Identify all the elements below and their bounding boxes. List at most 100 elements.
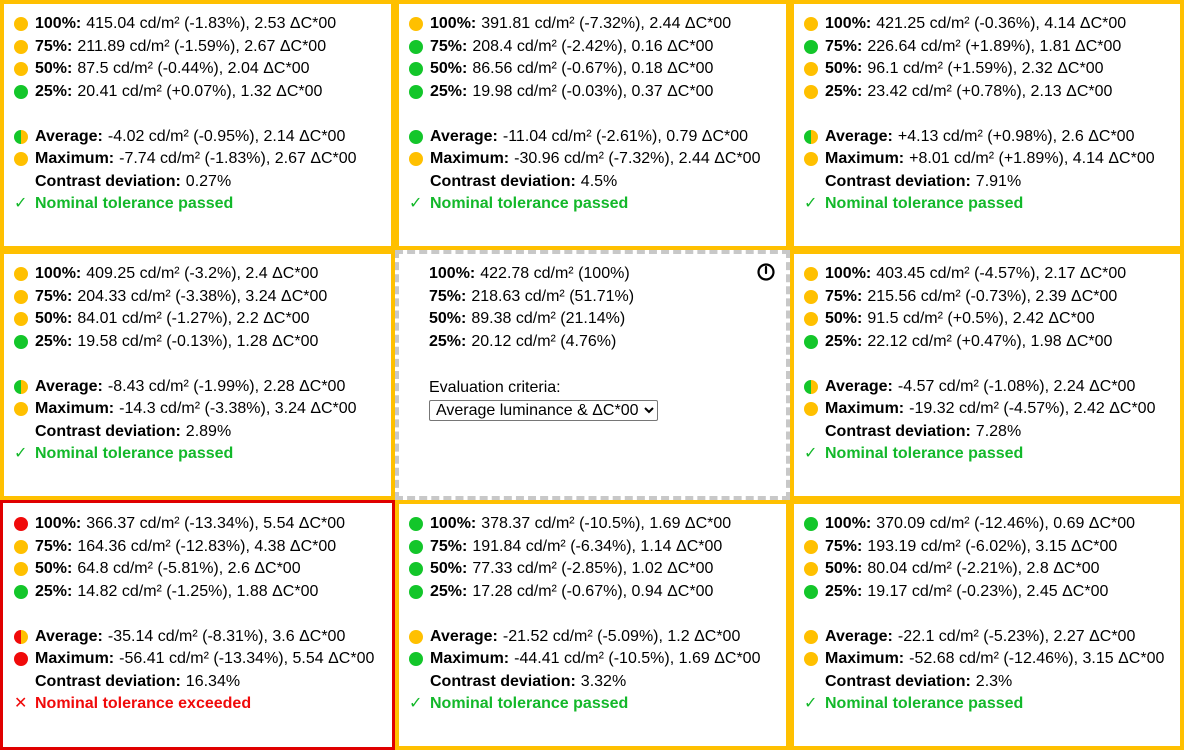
row-value: 22.12 cd/m² (+0.47%), 1.98 ΔC*00 <box>867 332 1113 350</box>
average-label: Average: <box>825 127 893 145</box>
row-50: 50%: 64.8 cd/m² (-5.81%), 2.6 ΔC*00 <box>14 558 392 581</box>
status-dot-icon <box>14 17 28 32</box>
status-dot-icon <box>14 84 28 99</box>
status-dot-icon <box>804 39 818 54</box>
status-dot-icon <box>804 129 818 144</box>
status-dot-icon <box>804 267 818 282</box>
row-label: 100%: <box>825 15 872 32</box>
status-text: Nominal tolerance exceeded <box>35 695 252 712</box>
row-label: 50%: <box>35 60 73 77</box>
row-label: 50%: <box>429 310 467 327</box>
row-maximum: Maximum: +8.01 cd/m² (+1.89%), 4.14 ΔC*00 <box>804 148 1180 171</box>
status-dot-icon <box>409 62 423 77</box>
average-value: -35.14 cd/m² (-8.31%), 3.6 ΔC*00 <box>107 627 346 645</box>
row-average: Average: -22.1 cd/m² (-5.23%), 2.27 ΔC*00 <box>804 626 1180 649</box>
tolerance-status: ✓ Nominal tolerance passed <box>14 193 391 216</box>
row-label: 25%: <box>430 582 468 600</box>
check-icon: ✓ <box>804 445 818 462</box>
row-value: 409.25 cd/m² (-3.2%), 2.4 ΔC*00 <box>86 265 319 282</box>
row-label: 25%: <box>35 582 73 600</box>
row-label: 100%: <box>429 265 476 282</box>
row-value: 20.41 cd/m² (+0.07%), 1.32 ΔC*00 <box>77 82 323 100</box>
maximum-label: Maximum: <box>825 650 905 667</box>
row-label: 50%: <box>825 310 863 327</box>
status-dot-icon <box>804 152 818 167</box>
status-dot-icon <box>804 652 818 667</box>
row-label: 75%: <box>35 287 73 305</box>
row-75: 75%: 191.84 cd/m² (-6.34%), 1.14 ΔC*00 <box>409 536 786 559</box>
uniformity-cell-bottom-right: 100%: 370.09 cd/m² (-12.46%), 0.69 ΔC*00 … <box>790 500 1184 750</box>
uniformity-cell-bottom-left: 100%: 366.37 cd/m² (-13.34%), 5.54 ΔC*00 … <box>0 500 395 750</box>
row-value: 403.45 cd/m² (-4.57%), 2.17 ΔC*00 <box>876 265 1127 282</box>
row-value: 218.63 cd/m² (51.71%) <box>471 287 635 305</box>
row-label: 75%: <box>825 37 863 55</box>
row-label: 50%: <box>430 560 468 577</box>
average-label: Average: <box>825 627 893 645</box>
maximum-label: Maximum: <box>825 400 905 417</box>
status-dot-icon <box>14 289 28 304</box>
row-label: 75%: <box>429 287 467 305</box>
status-text: Nominal tolerance passed <box>430 695 629 712</box>
row-average: Average: -21.52 cd/m² (-5.09%), 1.2 ΔC*00 <box>409 626 786 649</box>
contrast-value: 3.32% <box>580 672 627 690</box>
row-value: 421.25 cd/m² (-0.36%), 4.14 ΔC*00 <box>876 15 1127 32</box>
row-maximum: Maximum: -44.41 cd/m² (-10.5%), 1.69 ΔC*0… <box>409 648 786 671</box>
tolerance-status: ✕ Nominal tolerance exceeded <box>14 693 392 716</box>
maximum-value: -56.41 cd/m² (-13.34%), 5.54 ΔC*00 <box>119 650 375 667</box>
row-label: 100%: <box>430 515 477 532</box>
status-dot-icon <box>804 402 818 417</box>
row-100: 100%: 391.81 cd/m² (-7.32%), 2.44 ΔC*00 <box>409 13 786 36</box>
maximum-label: Maximum: <box>35 650 115 667</box>
status-dot-icon <box>14 539 28 554</box>
status-dot-icon <box>409 152 423 167</box>
row-value: 86.56 cd/m² (-0.67%), 0.18 ΔC*00 <box>472 60 714 77</box>
row-label: 50%: <box>35 560 73 577</box>
row-50: 50%: 77.33 cd/m² (-2.85%), 1.02 ΔC*00 <box>409 558 786 581</box>
row-100: 100%: 366.37 cd/m² (-13.34%), 5.54 ΔC*00 <box>14 513 392 536</box>
status-dot-icon <box>409 539 423 554</box>
uniformity-cell-top-left: 100%: 415.04 cd/m² (-1.83%), 2.53 ΔC*00 7… <box>0 0 395 250</box>
reference-row-25: 25%: 20.12 cd/m² (4.76%) <box>429 331 786 354</box>
status-dot-icon <box>14 152 28 167</box>
average-value: +4.13 cd/m² (+0.98%), 2.6 ΔC*00 <box>897 127 1135 145</box>
evaluation-criteria-select[interactable]: Average luminance & ΔC*00 <box>429 400 658 421</box>
uniformity-cell-middle-left: 100%: 409.25 cd/m² (-3.2%), 2.4 ΔC*00 75%… <box>0 250 395 500</box>
row-value: 87.5 cd/m² (-0.44%), 2.04 ΔC*00 <box>77 60 310 77</box>
row-label: 25%: <box>430 82 468 100</box>
row-100: 100%: 421.25 cd/m² (-0.36%), 4.14 ΔC*00 <box>804 13 1180 36</box>
average-label: Average: <box>430 127 498 145</box>
status-dot-icon <box>14 584 28 599</box>
row-label: 100%: <box>35 515 82 532</box>
contrast-value: 0.27% <box>185 172 232 190</box>
check-icon: ✓ <box>804 695 818 712</box>
power-icon[interactable] <box>756 262 776 282</box>
row-75: 75%: 226.64 cd/m² (+1.89%), 1.81 ΔC*00 <box>804 36 1180 59</box>
row-value: 193.19 cd/m² (-6.02%), 3.15 ΔC*00 <box>867 537 1118 555</box>
status-dot-icon <box>14 312 28 327</box>
maximum-value: -52.68 cd/m² (-12.46%), 3.15 ΔC*00 <box>909 650 1165 667</box>
contrast-label: Contrast deviation: <box>430 672 576 690</box>
status-text: Nominal tolerance passed <box>430 195 629 212</box>
row-value: 208.4 cd/m² (-2.42%), 0.16 ΔC*00 <box>472 37 714 55</box>
maximum-label: Maximum: <box>35 150 115 167</box>
row-value: 226.64 cd/m² (+1.89%), 1.81 ΔC*00 <box>867 37 1122 55</box>
status-dot-icon <box>804 562 818 577</box>
row-value: 215.56 cd/m² (-0.73%), 2.39 ΔC*00 <box>867 287 1118 305</box>
maximum-label: Maximum: <box>35 400 115 417</box>
check-icon: ✓ <box>409 195 423 212</box>
row-maximum: Maximum: -52.68 cd/m² (-12.46%), 3.15 ΔC*… <box>804 648 1180 671</box>
status-dot-icon <box>804 629 818 644</box>
average-value: -22.1 cd/m² (-5.23%), 2.27 ΔC*00 <box>897 627 1136 645</box>
check-icon: ✓ <box>409 695 423 712</box>
row-contrast: Contrast deviation: 2.3% <box>804 671 1180 694</box>
row-25: 25%: 14.82 cd/m² (-1.25%), 1.88 ΔC*00 <box>14 581 392 604</box>
row-75: 75%: 208.4 cd/m² (-2.42%), 0.16 ΔC*00 <box>409 36 786 59</box>
row-label: 100%: <box>825 515 872 532</box>
maximum-value: -14.3 cd/m² (-3.38%), 3.24 ΔC*00 <box>119 400 357 417</box>
contrast-value: 2.3% <box>975 672 1013 690</box>
average-value: -8.43 cd/m² (-1.99%), 2.28 ΔC*00 <box>107 377 346 395</box>
status-dot-icon <box>14 629 28 644</box>
row-value: 89.38 cd/m² (21.14%) <box>471 310 626 327</box>
reference-cell-center: 100%: 422.78 cd/m² (100%) 75%: 218.63 cd/m… <box>395 250 790 500</box>
